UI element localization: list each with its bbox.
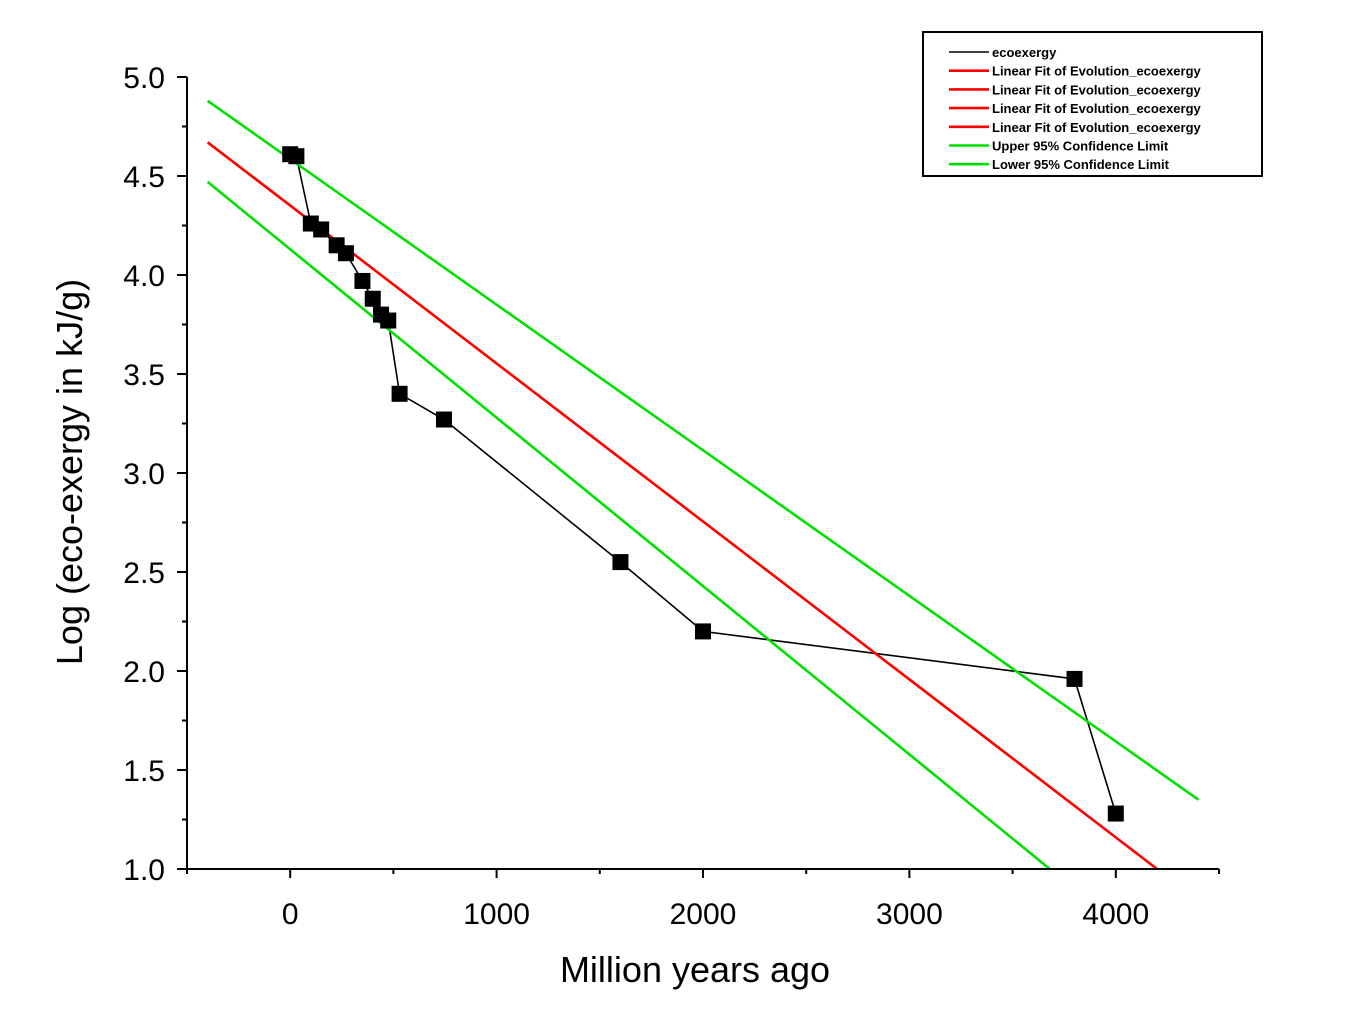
legend-label: Linear Fit of Evolution_ecoexergy	[992, 101, 1202, 116]
fit-line-1	[206, 141, 1158, 871]
y-tick-label: 4.0	[123, 260, 165, 293]
x-tick-label: 0	[282, 898, 299, 931]
x-tick-label: 4000	[1082, 898, 1149, 931]
y-tick-label: 3.0	[123, 458, 165, 491]
legend-label: ecoexergy	[992, 45, 1057, 60]
legend-box	[922, 31, 1263, 177]
data-point	[695, 623, 711, 640]
fit-line-6	[206, 180, 1051, 871]
data-point	[364, 290, 381, 307]
y-tick-label: 1.5	[123, 755, 165, 788]
y-axis-title: Log (eco-exergy in kJ/g)	[49, 279, 90, 665]
y-tick-label: 2.5	[123, 557, 165, 590]
data-point	[1066, 670, 1083, 687]
y-tick-label: 3.5	[123, 359, 165, 392]
data-point	[1107, 805, 1124, 822]
x-tick-label: 1000	[463, 898, 530, 931]
data-point	[313, 221, 330, 238]
legend-label: Linear Fit of Evolution_ecoexergy	[992, 64, 1202, 79]
x-tick-label: 3000	[876, 898, 943, 931]
legend-label: Linear Fit of Evolution_ecoexergy	[992, 120, 1202, 135]
data-point	[612, 554, 629, 571]
x-axis-title: Million years ago	[560, 949, 830, 990]
data-point	[391, 385, 408, 402]
data-point	[354, 272, 371, 289]
data-point	[288, 148, 305, 165]
plot-markers	[282, 146, 1124, 822]
data-point	[435, 411, 452, 428]
x-tick-label: 2000	[670, 898, 737, 931]
series-line-ecoexergy	[289, 153, 1117, 814]
legend-label: Lower 95% Confidence Limit	[992, 157, 1170, 172]
legend-label: Upper 95% Confidence Limit	[992, 139, 1169, 154]
data-point	[380, 312, 397, 329]
plot-lines	[206, 99, 1200, 871]
legend-label: Linear Fit of Evolution_ecoexergy	[992, 82, 1202, 97]
legend: ecoexergy Linear Fit of Evolution_ecoexer…	[922, 31, 1263, 177]
y-tick-label: 4.5	[123, 161, 165, 194]
y-tick-label: 1.0	[123, 854, 165, 887]
y-tick-label: 5.0	[123, 62, 165, 95]
fit-line-5	[206, 99, 1200, 801]
y-tick-label: 2.0	[123, 656, 165, 689]
ticks: 0 1000 2000 3000 4000 1.0 1.5 2.0 2.5 3.0 3.5 4.0 4.…	[123, 62, 1220, 931]
data-point	[337, 245, 354, 262]
